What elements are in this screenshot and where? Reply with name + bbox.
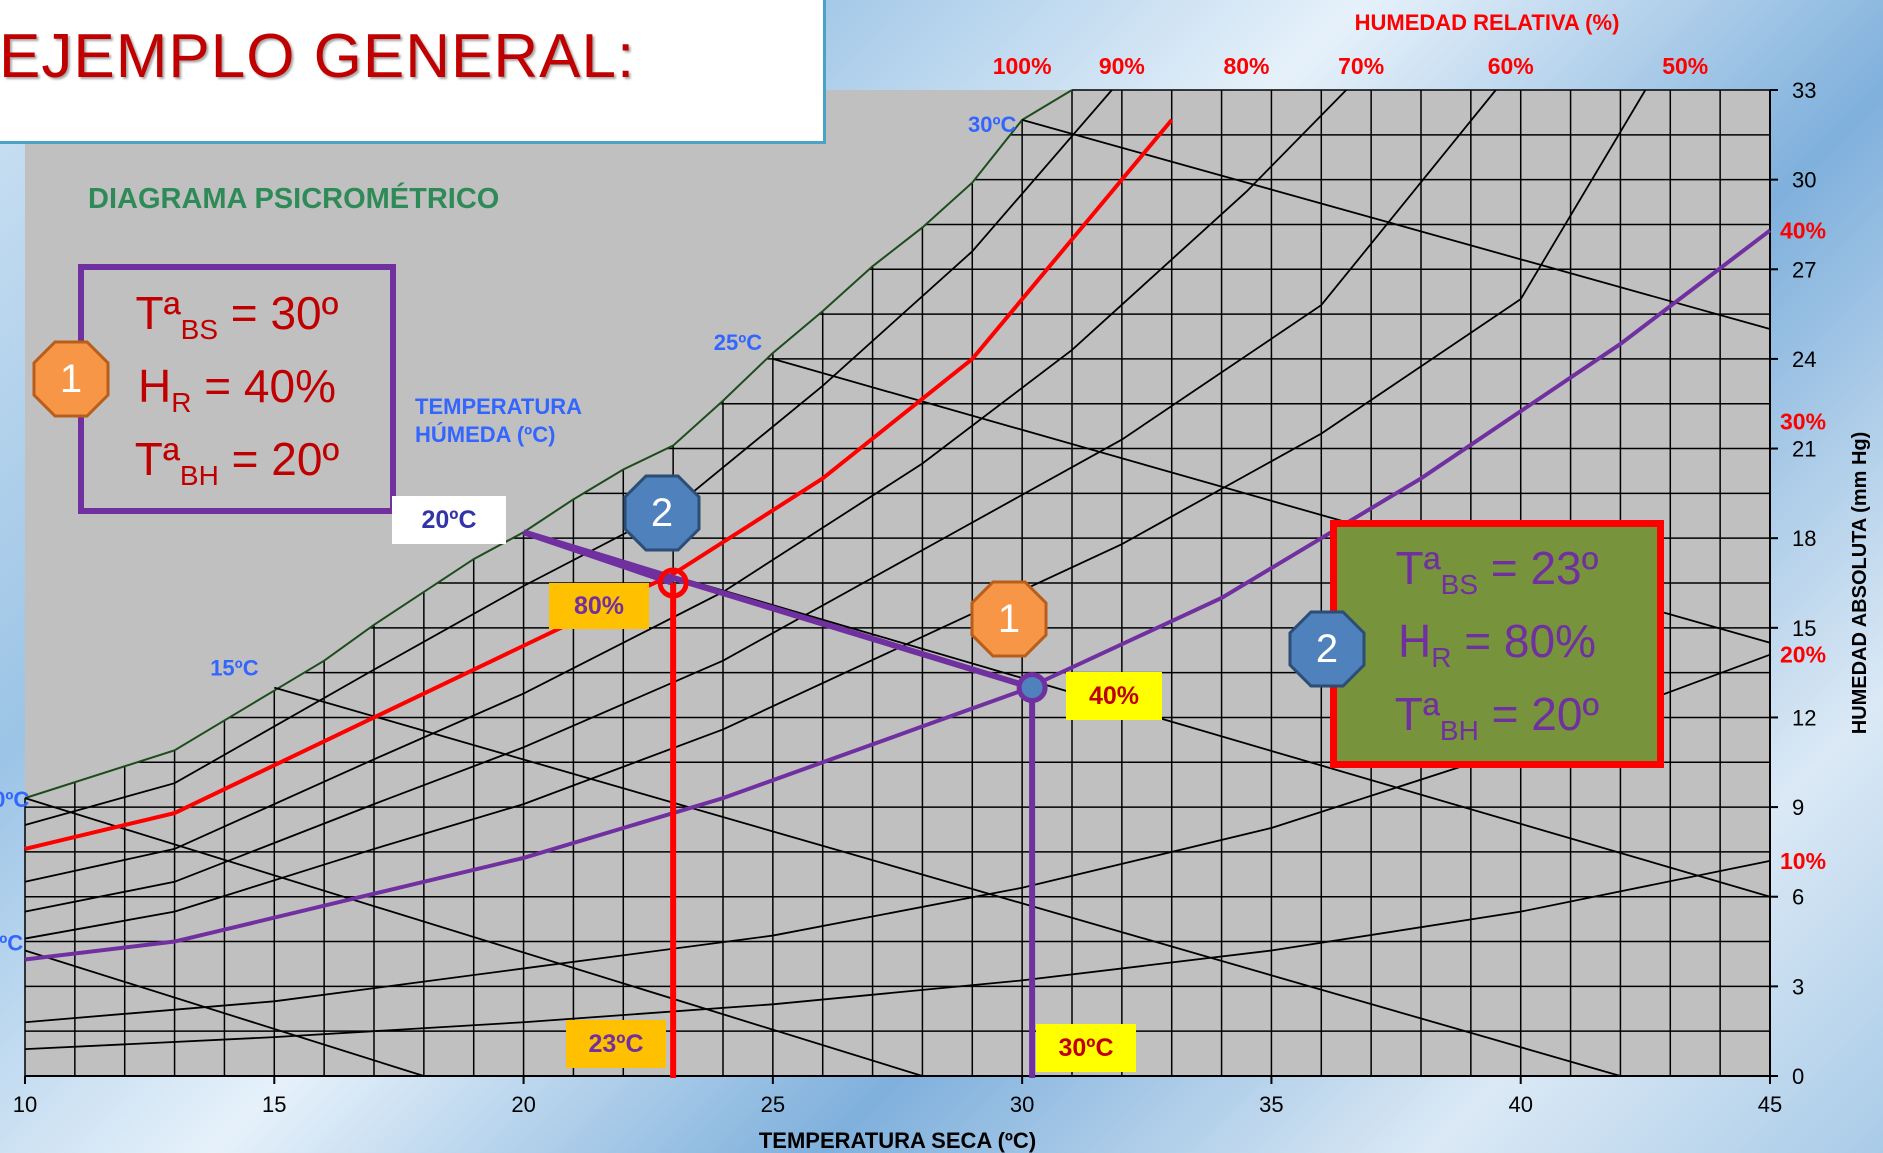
rh-right-label: 20% — [1780, 642, 1826, 668]
x-tick-label: 20 — [511, 1092, 535, 1117]
wet-bulb-line-10ºC — [24, 797, 923, 1077]
wet-bulb-temp-label: 5ºC — [0, 931, 23, 956]
rh-top-label: 50% — [1662, 53, 1708, 79]
rh-line-50 — [24, 89, 1647, 940]
y-tick-label: 18 — [1792, 526, 1816, 551]
chart-labels: TEMPERATURA SECA (ºC) HUMEDAD ABSOLUTA (m… — [0, 10, 1871, 1153]
example-constructions — [522, 529, 1048, 1078]
saturation-curve — [24, 89, 1073, 800]
x-tick-label: 25 — [761, 1092, 785, 1117]
example-1-relative-humidity: HR = 40% — [138, 359, 336, 418]
wet-bulb-temp-label: 15ºC — [210, 656, 259, 681]
slide-title: EJEMPLO GENERAL: — [0, 22, 636, 91]
rh-right-label: 30% — [1780, 409, 1826, 435]
y-tick-label: 21 — [1792, 437, 1816, 462]
wet-bulb-temp-label: 10ºC — [0, 787, 29, 812]
wet-bulb-temp-label: 25ºC — [714, 330, 763, 355]
tag-example-1-rh: 40% — [1066, 672, 1162, 720]
rh-top-label: 80% — [1223, 53, 1269, 79]
y-axis-label: HUMEDAD ABSOLUTA (mm Hg) — [1849, 432, 1871, 735]
badge-2-info: 2 — [1288, 610, 1366, 688]
example-2-relative-humidity: HR = 80% — [1398, 614, 1596, 673]
y-tick-label: 0 — [1792, 1064, 1804, 1089]
rh-top-label: 90% — [1099, 53, 1145, 79]
tag-example-1-temp: 30ºC — [1036, 1024, 1136, 1072]
wet-bulb-line-30ºC — [1021, 119, 1771, 330]
x-tick-label: 45 — [1758, 1092, 1782, 1117]
y-tick-label: 24 — [1792, 347, 1816, 372]
example-1-dry-bulb: TªBS = 30º — [135, 287, 339, 346]
badge-1-info: 1 — [32, 340, 110, 418]
rh-top-label: 60% — [1488, 53, 1534, 79]
badge-2-point: 2 — [623, 474, 701, 552]
y-tick-label: 30 — [1792, 168, 1816, 193]
rh-right-label: 40% — [1780, 217, 1826, 243]
x-tick-label: 35 — [1259, 1092, 1283, 1117]
rh-line-10 — [24, 859, 1771, 1051]
tag-example-2-rh: 80% — [549, 583, 649, 629]
x-tick-label: 30 — [1010, 1092, 1034, 1117]
slide-title-box: EJEMPLO GENERAL: — [0, 0, 826, 144]
y-tick-label: 3 — [1792, 974, 1804, 999]
example-2-dry-bulb: TªBS = 23º — [1395, 542, 1599, 601]
tag-wet-bulb-20: 20ºC — [392, 496, 506, 544]
chart-title: DIAGRAMA PSICROMÉTRICO — [88, 181, 499, 215]
tag-example-2-temp: 23ºC — [566, 1020, 666, 1068]
wet-bulb-line-15ºC — [274, 686, 1621, 1077]
badge-1-point: 1 — [970, 580, 1048, 658]
example-1-point — [1016, 672, 1048, 704]
rh-80-curve — [24, 118, 1174, 851]
x-axis-label: TEMPERATURA SECA (ºC) — [759, 1128, 1036, 1153]
rh-top-label: 100% — [993, 53, 1052, 79]
chart-curves — [24, 89, 1772, 1077]
rh-axis-label: HUMEDAD RELATIVA (%) — [1355, 10, 1620, 35]
example-2-info-box: TªBS = 23º HR = 80% TªBH = 20º — [1330, 520, 1664, 768]
example-2-point — [657, 567, 689, 599]
example-1-info-box: TªBS = 30º HR = 40% TªBH = 20º — [78, 264, 396, 514]
y-tick-label: 27 — [1792, 257, 1816, 282]
y-tick-label: 9 — [1792, 795, 1804, 820]
y-tick-label: 12 — [1792, 705, 1816, 730]
wet-bulb-temp-label: 30ºC — [968, 112, 1017, 137]
example-2-wet-bulb-path — [522, 529, 675, 586]
example-2-wet-bulb: TªBH = 20º — [1394, 687, 1600, 746]
y-tick-label: 15 — [1792, 616, 1816, 641]
y-tick-label: 6 — [1792, 885, 1804, 910]
wet-bulb-line-5ºC — [24, 949, 425, 1077]
wet-bulb-label-line2: HÚMEDA (ºC) — [415, 422, 555, 447]
x-tick-label: 10 — [13, 1092, 37, 1117]
rh-40-curve — [24, 228, 1772, 962]
example-1-wet-bulb: TªBH = 20º — [134, 432, 340, 491]
x-tick-label: 40 — [1508, 1092, 1532, 1117]
rh-right-label: 10% — [1780, 848, 1826, 874]
x-tick-label: 15 — [262, 1092, 286, 1117]
wet-bulb-label-line1: TEMPERATURA — [415, 394, 582, 419]
chart-upper-area — [25, 90, 1770, 799]
rh-line-60 — [24, 89, 1497, 913]
y-tick-label: 33 — [1792, 78, 1816, 103]
rh-top-label: 70% — [1338, 53, 1384, 79]
rh-line-90 — [24, 89, 1113, 826]
